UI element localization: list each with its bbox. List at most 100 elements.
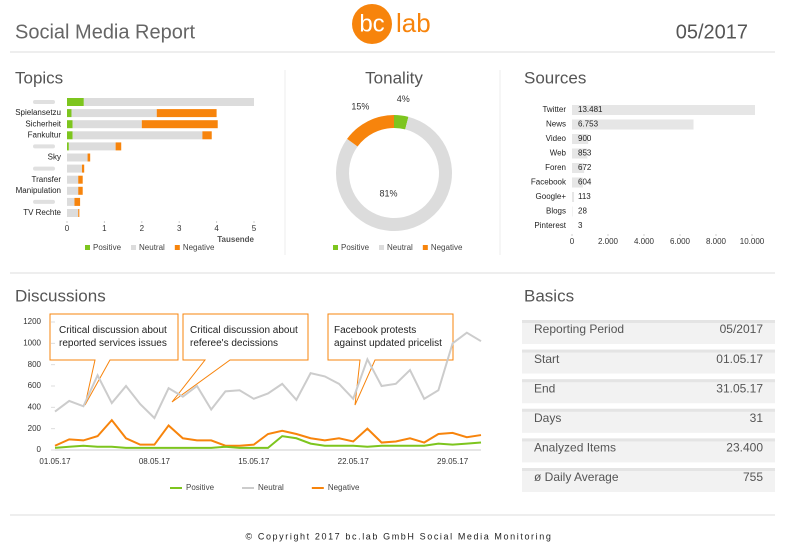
legend-swatch: [174, 245, 180, 250]
basics-row-top: [522, 379, 775, 383]
basics-label: Analyzed Items: [534, 441, 616, 455]
y-tick-label: News: [546, 120, 566, 129]
bar-segment: [78, 186, 83, 195]
callout-box: [49, 313, 179, 406]
value-label: 28: [578, 207, 587, 216]
legend-swatch: [379, 245, 385, 250]
y-tick-label: 0: [37, 445, 42, 454]
value-label: 6.753: [578, 120, 599, 129]
basics-row-top: [522, 468, 775, 471]
basics-label: Reporting Period: [534, 322, 624, 336]
legend-label: Positive: [341, 243, 370, 252]
bar-segment: [68, 142, 116, 151]
line-series: [54, 331, 482, 420]
y-tick-label: Google+: [536, 192, 567, 201]
donut-slice: [394, 115, 409, 130]
bar-segment: [115, 142, 122, 151]
x-tick-label: 01.05.17: [39, 457, 71, 466]
x-tick-label: 2: [140, 224, 145, 233]
value-label: 113: [578, 192, 591, 201]
legend-label: Neutral: [139, 243, 165, 252]
x-tick-label: 4.000: [634, 237, 655, 246]
section-title: Discussions: [15, 286, 106, 305]
annotation: Critical discussion about referee's deci…: [190, 325, 298, 349]
y-tick-label: Sky: [48, 153, 61, 162]
value-label: 15%: [351, 101, 369, 111]
bar-segment: [81, 164, 85, 173]
bar-segment: [67, 164, 82, 173]
x-tick-label: 10.000: [740, 237, 765, 246]
x-tick-label: 5: [252, 224, 257, 233]
y-tick-label: Foren: [545, 163, 566, 172]
x-tick-label: 2.000: [598, 237, 619, 246]
y-tick-label: 800: [28, 360, 42, 369]
logo-circle: [352, 4, 392, 44]
value-label: 4%: [397, 94, 410, 104]
bar-segment: [83, 98, 254, 106]
basics-row-top: [522, 438, 775, 442]
bar-segment: [71, 109, 157, 118]
x-tick-label: 1: [102, 224, 107, 233]
basics-value: 31.05.17: [716, 381, 763, 395]
bar-segment: [67, 120, 73, 129]
legend-swatch: [85, 245, 90, 250]
report-title: Social Media Report: [15, 21, 196, 43]
bar-segment: [67, 142, 69, 151]
bar-segment: [141, 120, 218, 129]
legend-swatch: [422, 245, 428, 250]
value-label: 13.481: [578, 105, 603, 114]
x-tick-label: 29.05.17: [437, 457, 469, 466]
basics-label: Start: [534, 352, 560, 366]
legend-label: Negative: [183, 243, 215, 252]
basics-row: [522, 468, 775, 492]
x-tick-label: 08.05.17: [139, 457, 171, 466]
bar-segment: [78, 209, 80, 217]
x-tick-label: 3: [177, 224, 182, 233]
bar: [572, 134, 589, 144]
basics-value: 31: [750, 411, 764, 425]
value-label: 604: [578, 178, 592, 187]
legend-label: Neutral: [258, 483, 284, 492]
footer: © Copyright 2017 bc.lab GmbH Social Medi…: [246, 531, 553, 541]
bar: [572, 177, 583, 188]
y-tick-label: Manipulation: [16, 186, 61, 195]
y-tick-label: 1000: [23, 338, 41, 347]
bar-segment: [87, 153, 91, 162]
value-label: 81%: [379, 189, 397, 199]
bar: [572, 119, 694, 130]
y-tick-label: Pinterest: [534, 221, 566, 230]
bar-segment: [72, 120, 142, 129]
basics-row: [522, 379, 775, 404]
legend-swatch: [333, 245, 338, 250]
line-series: [54, 418, 482, 447]
value-label: 853: [578, 149, 592, 158]
y-tick-label: Web: [550, 149, 567, 158]
y-tick-label: 600: [28, 381, 42, 390]
basics-value: 23.400: [726, 441, 763, 455]
legend-label: Positive: [93, 243, 122, 252]
value-label: 3: [578, 221, 583, 230]
bar: [572, 148, 588, 159]
legend-label: Positive: [186, 483, 215, 492]
basics-value: 755: [743, 470, 763, 484]
basics-value: 01.05.17: [716, 352, 763, 366]
y-tick-label: Transfer: [32, 175, 62, 184]
basics-row: [522, 349, 775, 374]
x-tick-label: 6.000: [670, 237, 691, 246]
bar: [572, 206, 573, 217]
basics-row-top: [522, 408, 775, 412]
y-tick-label: TV Rechte: [23, 208, 61, 217]
basics-row-top: [522, 320, 775, 323]
x-tick-label: 8.000: [706, 237, 727, 246]
basics-label: Days: [534, 411, 561, 425]
basics-row: [522, 320, 775, 344]
bar: [572, 163, 585, 173]
y-tick-label: Twitter: [542, 105, 566, 114]
bar-segment: [67, 131, 73, 140]
logo-text: lab: [396, 8, 431, 38]
bar-segment: [67, 98, 84, 106]
logo-mark: bc: [359, 10, 384, 37]
x-tick-label: 4: [214, 224, 219, 233]
